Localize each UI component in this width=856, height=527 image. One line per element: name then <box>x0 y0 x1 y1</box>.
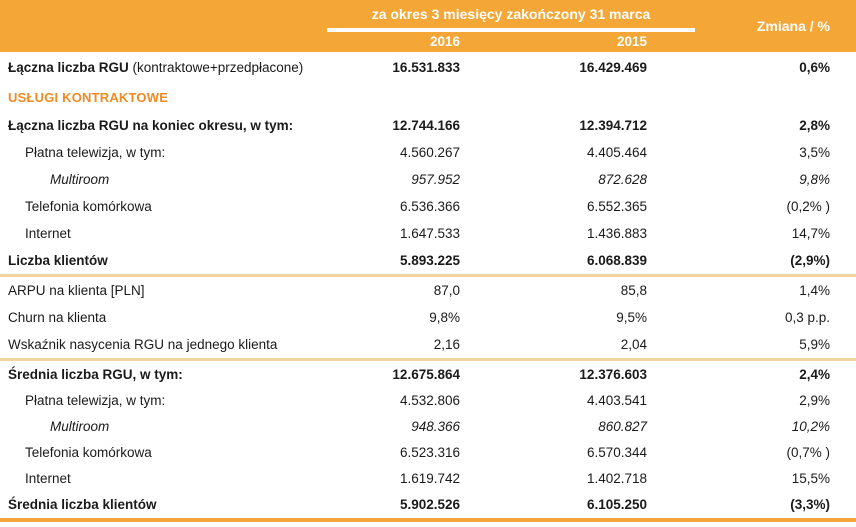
value-2015: 12.376.603 <box>579 366 647 382</box>
value-2016: 6.523.316 <box>399 444 460 460</box>
value-change: 2,8% <box>799 118 830 133</box>
row-label: Płatna telewizja, w tym: <box>25 145 166 160</box>
row-label: Wskaźnik nasycenia RGU na jednego klient… <box>8 337 278 352</box>
value-2016: 1.647.533 <box>399 226 460 241</box>
value-2015: 1.402.718 <box>586 470 647 486</box>
value-change: (2,9%) <box>790 253 830 268</box>
period-title: za okres 3 miesięcy zakończony 31 marca <box>327 3 695 32</box>
row-label: Średnia liczba klientów <box>8 496 157 512</box>
section-divider <box>0 274 856 277</box>
value-2016: 4.532.806 <box>399 392 460 408</box>
table-row: Multiroom 948.366 860.827 10,2% <box>0 413 830 439</box>
table-row: Płatna telewizja, w tym: 4.560.267 4.405.4… <box>0 139 830 166</box>
value-2015: 860.827 <box>598 418 647 434</box>
value-2016: 12.675.864 <box>392 366 460 382</box>
value-2015: 2,04 <box>620 337 647 352</box>
row-label: Płatna telewizja, w tym: <box>25 392 166 408</box>
row-label: Liczba klientów <box>8 253 108 268</box>
value-2015: 872.628 <box>598 172 647 187</box>
value-change: 14,7% <box>791 226 830 241</box>
value-change: 3,5% <box>799 145 830 160</box>
table-row: ARPU na klienta [PLN] 87,0 85,8 1,4% <box>0 277 830 304</box>
table-row: Średnia liczba RGU, w tym: 12.675.864 12.3… <box>0 361 830 387</box>
value-change: 0,6% <box>799 59 830 75</box>
row-label: Średnia liczba RGU, w tym: <box>8 366 183 382</box>
value-2015: 6.068.839 <box>586 253 647 268</box>
table-header-band: za okres 3 miesięcy zakończony 31 marca … <box>0 0 856 52</box>
row-label: Multiroom <box>50 172 110 187</box>
row-label: Łączna liczba RGU (kontraktowe+przedpłac… <box>8 59 304 75</box>
value-2015: 9,5% <box>616 310 647 325</box>
row-label: Multiroom <box>50 418 110 434</box>
value-2016: 2,16 <box>433 337 460 352</box>
table-row: Łączna liczba RGU na koniec okresu, w ty… <box>0 112 830 139</box>
value-2016: 6.536.366 <box>399 199 460 214</box>
table-row: Liczba klientów 5.893.225 6.068.839 (2,9%) <box>0 247 830 274</box>
section-header: USŁUGI KONTRAKTOWE <box>8 89 169 105</box>
value-2015: 12.394.712 <box>579 118 647 133</box>
row-label: Telefonia komórkowa <box>25 444 152 460</box>
value-change: 1,4% <box>799 283 830 298</box>
table-row: Internet 1.647.533 1.436.883 14,7% <box>0 220 830 247</box>
value-change: 5,9% <box>799 337 830 352</box>
value-2015: 6.105.250 <box>586 496 647 512</box>
row-label-suffix: (kontraktowe+przedpłacone) <box>128 59 304 75</box>
value-2016: 16.531.833 <box>392 59 460 75</box>
table-row: Średnia liczba klientów 5.902.526 6.105.25… <box>0 491 830 517</box>
value-2016: 1.619.742 <box>399 470 460 486</box>
column-header-2015: 2015 <box>616 34 647 49</box>
value-2016: 5.893.225 <box>399 253 460 268</box>
value-2016: 957.952 <box>411 172 460 187</box>
table-body: Łączna liczba RGU (kontraktowe+przedpłac… <box>0 52 856 517</box>
row-label: ARPU na klienta [PLN] <box>8 283 145 298</box>
column-header-2016: 2016 <box>429 34 460 49</box>
value-change: 0,3 p.p. <box>784 310 830 325</box>
value-change: (3,3%) <box>790 496 830 512</box>
value-2015: 85,8 <box>620 283 647 298</box>
row-label: Internet <box>25 470 71 486</box>
table-row: Multiroom 957.952 872.628 9,8% <box>0 166 830 193</box>
value-2016: 87,0 <box>433 283 460 298</box>
value-change: 2,4% <box>799 366 830 382</box>
table-row: Wskaźnik nasycenia RGU na jednego klient… <box>0 331 830 358</box>
table-row: Internet 1.619.742 1.402.718 15,5% <box>0 465 830 491</box>
value-2016: 5.902.526 <box>399 496 460 512</box>
row-label: Internet <box>25 226 71 241</box>
table-row: Churn na klienta 9,8% 9,5% 0,3 p.p. <box>0 304 830 331</box>
value-change: 2,9% <box>799 392 830 408</box>
value-change: 9,8% <box>799 172 830 187</box>
table-bottom-rule <box>0 518 856 522</box>
value-2016: 4.560.267 <box>399 145 460 160</box>
section-divider <box>0 358 856 361</box>
value-2015: 16.429.469 <box>579 59 647 75</box>
row-label: Churn na klienta <box>8 310 107 325</box>
value-change: (0,2% ) <box>786 199 830 214</box>
value-change: (0,7% ) <box>786 444 830 460</box>
table-row: Płatna telewizja, w tym: 4.532.806 4.403.5… <box>0 387 830 413</box>
value-2015: 1.436.883 <box>586 226 647 241</box>
value-2015: 4.403.541 <box>586 392 647 408</box>
value-2015: 6.570.344 <box>586 444 647 460</box>
table-row: Telefonia komórkowa 6.523.316 6.570.344 (0,… <box>0 439 830 465</box>
row-label: Telefonia komórkowa <box>25 199 152 214</box>
value-change: 10,2% <box>791 418 830 434</box>
table-row: Łączna liczba RGU (kontraktowe+przedpłac… <box>0 52 830 82</box>
value-2015: 4.405.464 <box>586 145 647 160</box>
value-2015: 6.552.365 <box>586 199 647 214</box>
column-header-change: Zmiana / % <box>756 18 830 34</box>
table-row: Telefonia komórkowa 6.536.366 6.552.365 (0,… <box>0 193 830 220</box>
value-2016: 12.744.166 <box>392 118 460 133</box>
value-2016: 9,8% <box>429 310 460 325</box>
value-2016: 948.366 <box>411 418 460 434</box>
value-change: 15,5% <box>791 470 830 486</box>
row-label: Łączna liczba RGU na koniec okresu, w ty… <box>8 118 294 133</box>
